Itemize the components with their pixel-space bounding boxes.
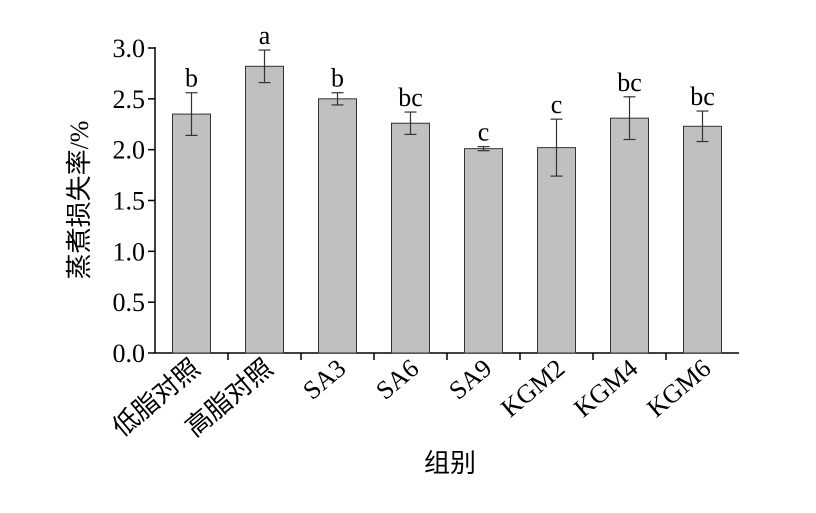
y-tick-label: 1.0 [113,237,146,266]
x-tick-label: KGM2 [495,353,570,423]
significance-letter: bc [690,82,715,111]
x-tick-label: KGM6 [641,353,716,423]
y-tick-label: 1.5 [113,187,146,216]
y-tick-label: 2.0 [113,136,146,165]
bar [245,65,284,354]
bar [172,113,211,354]
bar [610,117,649,354]
bar [537,147,576,354]
bar [318,98,357,354]
bar [464,148,503,354]
bar [391,122,430,354]
bar [683,125,722,354]
significance-letter: a [259,21,271,50]
x-tick-label: SA3 [297,353,351,405]
y-tick-label: 0.5 [113,288,146,317]
x-tick-label: SA9 [443,353,497,405]
significance-letter: c [478,118,490,147]
y-tick-label: 0.0 [113,339,146,368]
significance-letter: c [551,90,563,119]
x-tick-label: KGM4 [568,353,643,423]
x-axis-label: 组别 [424,449,476,478]
y-tick-label: 2.5 [113,85,146,114]
y-tick-label: 3.0 [113,34,146,63]
significance-letter: b [331,64,344,93]
significance-letter: bc [398,83,423,112]
x-tick-label: SA6 [370,353,424,405]
y-axis-label: 蒸煮损失率/% [65,121,94,280]
significance-letter: b [185,64,198,93]
significance-letter: bc [617,68,642,97]
